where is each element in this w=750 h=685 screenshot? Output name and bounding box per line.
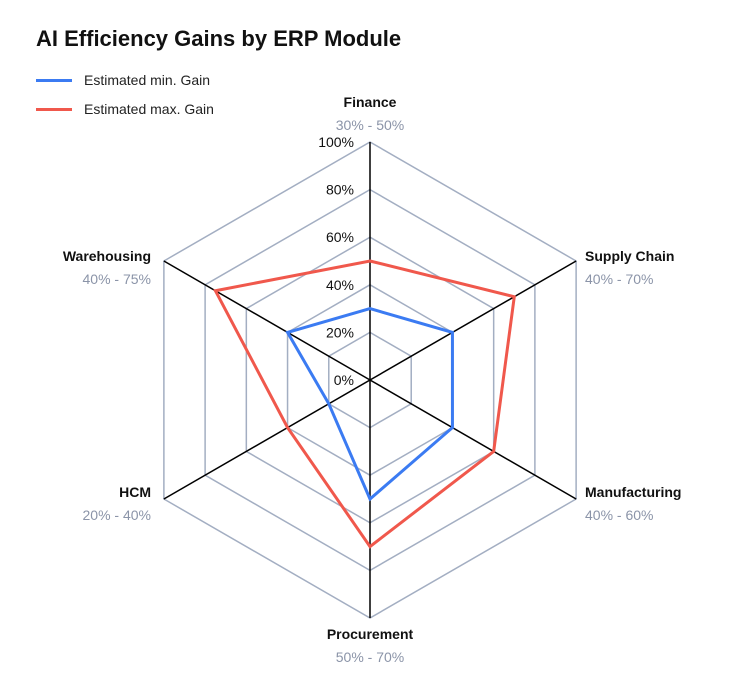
category-label: Supply Chain [585, 248, 674, 264]
radial-tick-label: 60% [326, 229, 354, 245]
category-range-label: 30% - 50% [336, 117, 404, 133]
category-range-label: 40% - 75% [83, 271, 151, 287]
series-min-line [285, 307, 454, 502]
legend-label-max: Estimated max. Gain [84, 101, 214, 117]
legend-swatch-min [36, 78, 72, 82]
radial-tick-label: 0% [334, 372, 354, 388]
radial-tick-label: 100% [318, 134, 354, 150]
category-label: Procurement [327, 626, 414, 642]
axis-line [163, 260, 371, 381]
category-label: Finance [344, 94, 397, 110]
legend-item-min: Estimated min. Gain [36, 72, 210, 88]
chart-title: AI Efficiency Gains by ERP Module [36, 26, 402, 51]
axis-line [369, 379, 577, 500]
category-range-label: 40% - 70% [585, 271, 653, 287]
category-label: HCM [119, 484, 151, 500]
legend-item-max: Estimated max. Gain [36, 101, 214, 117]
axis-line [163, 379, 371, 500]
category-range-label: 40% - 60% [585, 507, 653, 523]
category-label: Warehousing [63, 248, 151, 264]
category-label: Manufacturing [585, 484, 681, 500]
category-range-label: 20% - 40% [83, 507, 151, 523]
legend-swatch-max [36, 107, 72, 111]
axis-line [369, 260, 577, 381]
radial-tick-label: 40% [326, 277, 354, 293]
category-range-label: 50% - 70% [336, 649, 404, 665]
radial-tick-label: 80% [326, 182, 354, 198]
series-max-line [213, 259, 516, 549]
radial-tick-label: 20% [326, 324, 354, 340]
legend-label-min: Estimated min. Gain [84, 72, 211, 88]
